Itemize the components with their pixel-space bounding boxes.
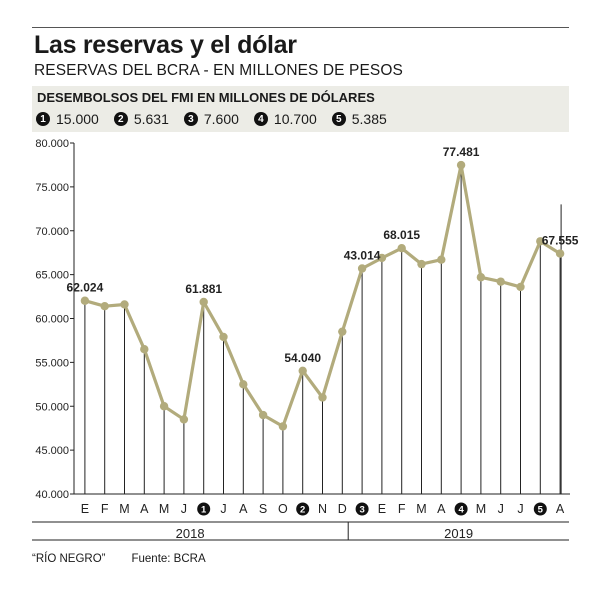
x-tick-label: M bbox=[119, 502, 129, 516]
fmi-items: 1 15.000 2 5.631 3 7.600 4 10.700 5 5.385 bbox=[36, 111, 387, 127]
fmi-item: 3 7.600 bbox=[183, 111, 239, 127]
x-tick-label: O bbox=[278, 502, 288, 516]
x-tick-label: E bbox=[378, 502, 386, 516]
disbursement-badge-icon bbox=[454, 502, 468, 516]
data-label: 43.014 bbox=[344, 248, 381, 262]
disbursement-badge-icon bbox=[296, 502, 310, 516]
fmi-item-value: 7.600 bbox=[203, 111, 239, 127]
y-tick-label: 70.000 bbox=[35, 226, 69, 238]
fmi-item-value: 15.000 bbox=[56, 111, 99, 127]
data-point bbox=[120, 300, 129, 309]
x-tick-label: M bbox=[416, 502, 426, 516]
data-label: 67.555 bbox=[542, 234, 579, 248]
fmi-item: 2 5.631 bbox=[113, 111, 169, 127]
x-tick-label: A bbox=[556, 502, 565, 516]
badge-2-icon: 2 bbox=[113, 112, 128, 126]
data-point bbox=[516, 282, 525, 292]
data-point bbox=[298, 366, 307, 375]
data-point bbox=[476, 273, 486, 282]
footer-source: Fuente: BCRA bbox=[131, 553, 206, 565]
footer-outlet: “RÍO NEGRO” bbox=[32, 553, 106, 565]
x-tick-label: A bbox=[437, 502, 446, 516]
data-point bbox=[80, 296, 90, 305]
data-point bbox=[536, 237, 545, 246]
x-tick-label: E bbox=[81, 502, 89, 516]
fmi-title: DESEMBOLSOS DEL FMI EN MILLONES DE DÓLAR… bbox=[37, 90, 375, 105]
fmi-item: 4 10.700 bbox=[253, 111, 317, 127]
series-line bbox=[84, 163, 561, 428]
year-label: 2018 bbox=[176, 526, 205, 541]
data-label: 62.024 bbox=[67, 281, 104, 295]
x-tick-label: M bbox=[476, 502, 486, 516]
data-point bbox=[397, 243, 406, 253]
top-rule bbox=[32, 27, 569, 28]
disbursement-badge-icon bbox=[197, 502, 211, 516]
badge-4-icon: 4 bbox=[253, 112, 268, 126]
data-point bbox=[140, 345, 149, 354]
fmi-item-value: 5.385 bbox=[351, 111, 387, 127]
data-point bbox=[377, 253, 387, 263]
chart-subtitle: RESERVAS DEL BCRA - EN MILLONES DE PESOS bbox=[34, 62, 403, 79]
disbursement-badge-label: 3 bbox=[359, 505, 364, 516]
data-point bbox=[437, 255, 446, 264]
data-point bbox=[159, 402, 169, 411]
disbursement-badge-label: 1 bbox=[201, 505, 207, 516]
y-tick-label: 40.000 bbox=[35, 489, 69, 501]
x-tick-label: M bbox=[159, 502, 169, 516]
y-tick-label: 45.000 bbox=[35, 445, 69, 457]
data-label: 77.481 bbox=[443, 145, 480, 159]
data-label: 54.040 bbox=[284, 351, 321, 365]
x-tick-label: F bbox=[101, 502, 109, 516]
badge-1-icon: 1 bbox=[36, 112, 50, 126]
x-tick-label: S bbox=[259, 502, 267, 516]
data-point bbox=[417, 259, 426, 269]
y-tick-label: 65.000 bbox=[35, 270, 69, 282]
x-tick-label: J bbox=[498, 502, 504, 516]
x-tick-label: A bbox=[239, 502, 248, 516]
footer: “RÍO NEGRO” Fuente: BCRA bbox=[32, 553, 206, 565]
y-tick-label: 55.000 bbox=[35, 357, 69, 369]
data-label: 61.881 bbox=[185, 282, 222, 296]
data-point bbox=[496, 277, 505, 286]
year-label: 2019 bbox=[444, 526, 473, 541]
data-point bbox=[219, 332, 228, 342]
data-point bbox=[179, 415, 189, 424]
data-point bbox=[456, 160, 466, 170]
y-tick-label: 80.000 bbox=[35, 138, 69, 150]
disbursement-badge-icon bbox=[355, 502, 369, 516]
y-tick-label: 75.000 bbox=[35, 182, 69, 194]
x-tick-label: J bbox=[220, 502, 226, 516]
fmi-item: 5 5.385 bbox=[331, 111, 387, 127]
fmi-item: 1 15.000 bbox=[36, 111, 99, 127]
data-point bbox=[338, 327, 347, 336]
data-point bbox=[258, 410, 268, 420]
x-tick-label: A bbox=[140, 502, 149, 516]
x-tick-label: N bbox=[318, 502, 327, 516]
data-point bbox=[239, 380, 248, 389]
chart-title: Las reservas y el dólar bbox=[34, 31, 297, 59]
data-point bbox=[357, 264, 367, 273]
disbursement-badge-label: 5 bbox=[538, 505, 544, 516]
disbursement-badge-label: 4 bbox=[458, 505, 464, 516]
data-point bbox=[278, 422, 288, 431]
data-point bbox=[318, 393, 327, 402]
fmi-item-value: 10.700 bbox=[273, 111, 317, 127]
y-tick-label: 50.000 bbox=[35, 401, 69, 413]
badge-3-icon: 3 bbox=[183, 112, 198, 126]
fmi-disbursements-panel: DESEMBOLSOS DEL FMI EN MILLONES DE DÓLAR… bbox=[32, 86, 569, 132]
data-point bbox=[555, 249, 565, 258]
fmi-item-value: 5.631 bbox=[133, 111, 169, 127]
x-tick-label: J bbox=[181, 502, 187, 516]
disbursement-badge-icon bbox=[533, 502, 547, 516]
badge-5-icon: 5 bbox=[331, 112, 346, 126]
data-point bbox=[199, 297, 208, 307]
disbursement-badge-label: 2 bbox=[300, 505, 305, 516]
data-label: 68.015 bbox=[383, 228, 420, 242]
x-tick-label: F bbox=[398, 502, 406, 516]
data-point bbox=[100, 302, 109, 311]
y-tick-label: 60.000 bbox=[35, 314, 69, 326]
x-tick-label: D bbox=[338, 502, 347, 516]
x-tick-label: J bbox=[517, 502, 523, 516]
